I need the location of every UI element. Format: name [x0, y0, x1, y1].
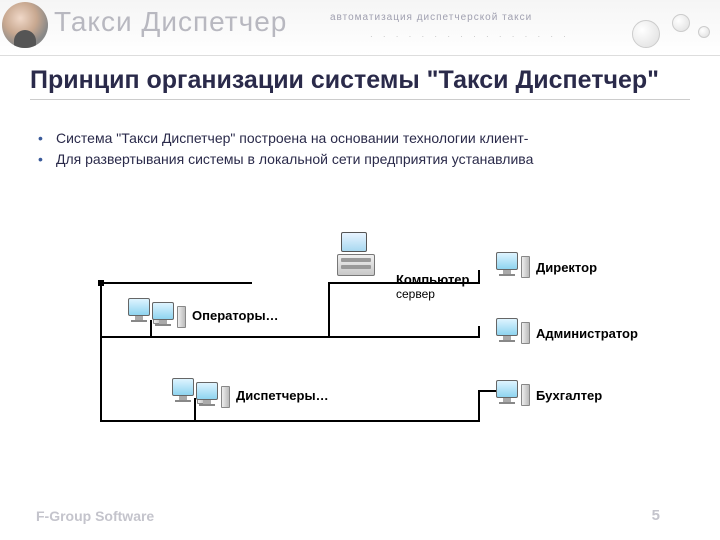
bus-line — [100, 282, 102, 422]
node-accountant: Бухгалтер — [496, 380, 602, 410]
bus-tick — [98, 280, 104, 286]
computer-group-icon — [172, 378, 230, 412]
network-diagram: Компьютер сервер Директор Администратор … — [100, 240, 640, 460]
bus-line — [100, 420, 480, 422]
computer-icon — [496, 252, 530, 282]
computer-icon — [496, 318, 530, 348]
decor-circle — [672, 14, 690, 32]
avatar — [2, 2, 48, 48]
node-operators: Операторы… — [128, 298, 279, 332]
page-title: Принцип организации системы "Такси Диспе… — [30, 66, 690, 100]
node-director: Директор — [496, 252, 597, 282]
decor-circle — [632, 20, 660, 48]
decor-dots: · · · · · · · · · · · · · · · · — [370, 32, 570, 41]
brand-title: Такси Диспетчер — [54, 6, 287, 38]
bus-line — [478, 270, 480, 284]
list-item: Система "Такси Диспетчер" построена на о… — [38, 128, 720, 149]
decor-circle — [698, 26, 710, 38]
page-number: 5 — [652, 507, 660, 524]
bus-line — [478, 326, 480, 338]
bus-line — [100, 336, 480, 338]
node-server-label: Компьютер сервер — [396, 272, 469, 301]
node-admin: Администратор — [496, 318, 638, 348]
bus-line — [328, 282, 330, 338]
list-item: Для развертывания системы в локальной се… — [38, 149, 720, 170]
slide-header: Такси Диспетчер автоматизация диспетчерс… — [0, 0, 720, 56]
bus-line — [478, 390, 498, 392]
bus-line — [100, 282, 252, 284]
computer-icon — [496, 380, 530, 410]
bullet-list: Система "Такси Диспетчер" построена на о… — [38, 128, 720, 170]
brand-tagline: автоматизация диспетчерской такси — [330, 12, 532, 23]
bus-line — [478, 390, 480, 422]
node-dispatchers: Диспетчеры… — [172, 378, 329, 412]
computer-group-icon — [128, 298, 186, 332]
footer-company: F-Group Software — [36, 508, 154, 524]
server-icon — [335, 232, 377, 278]
